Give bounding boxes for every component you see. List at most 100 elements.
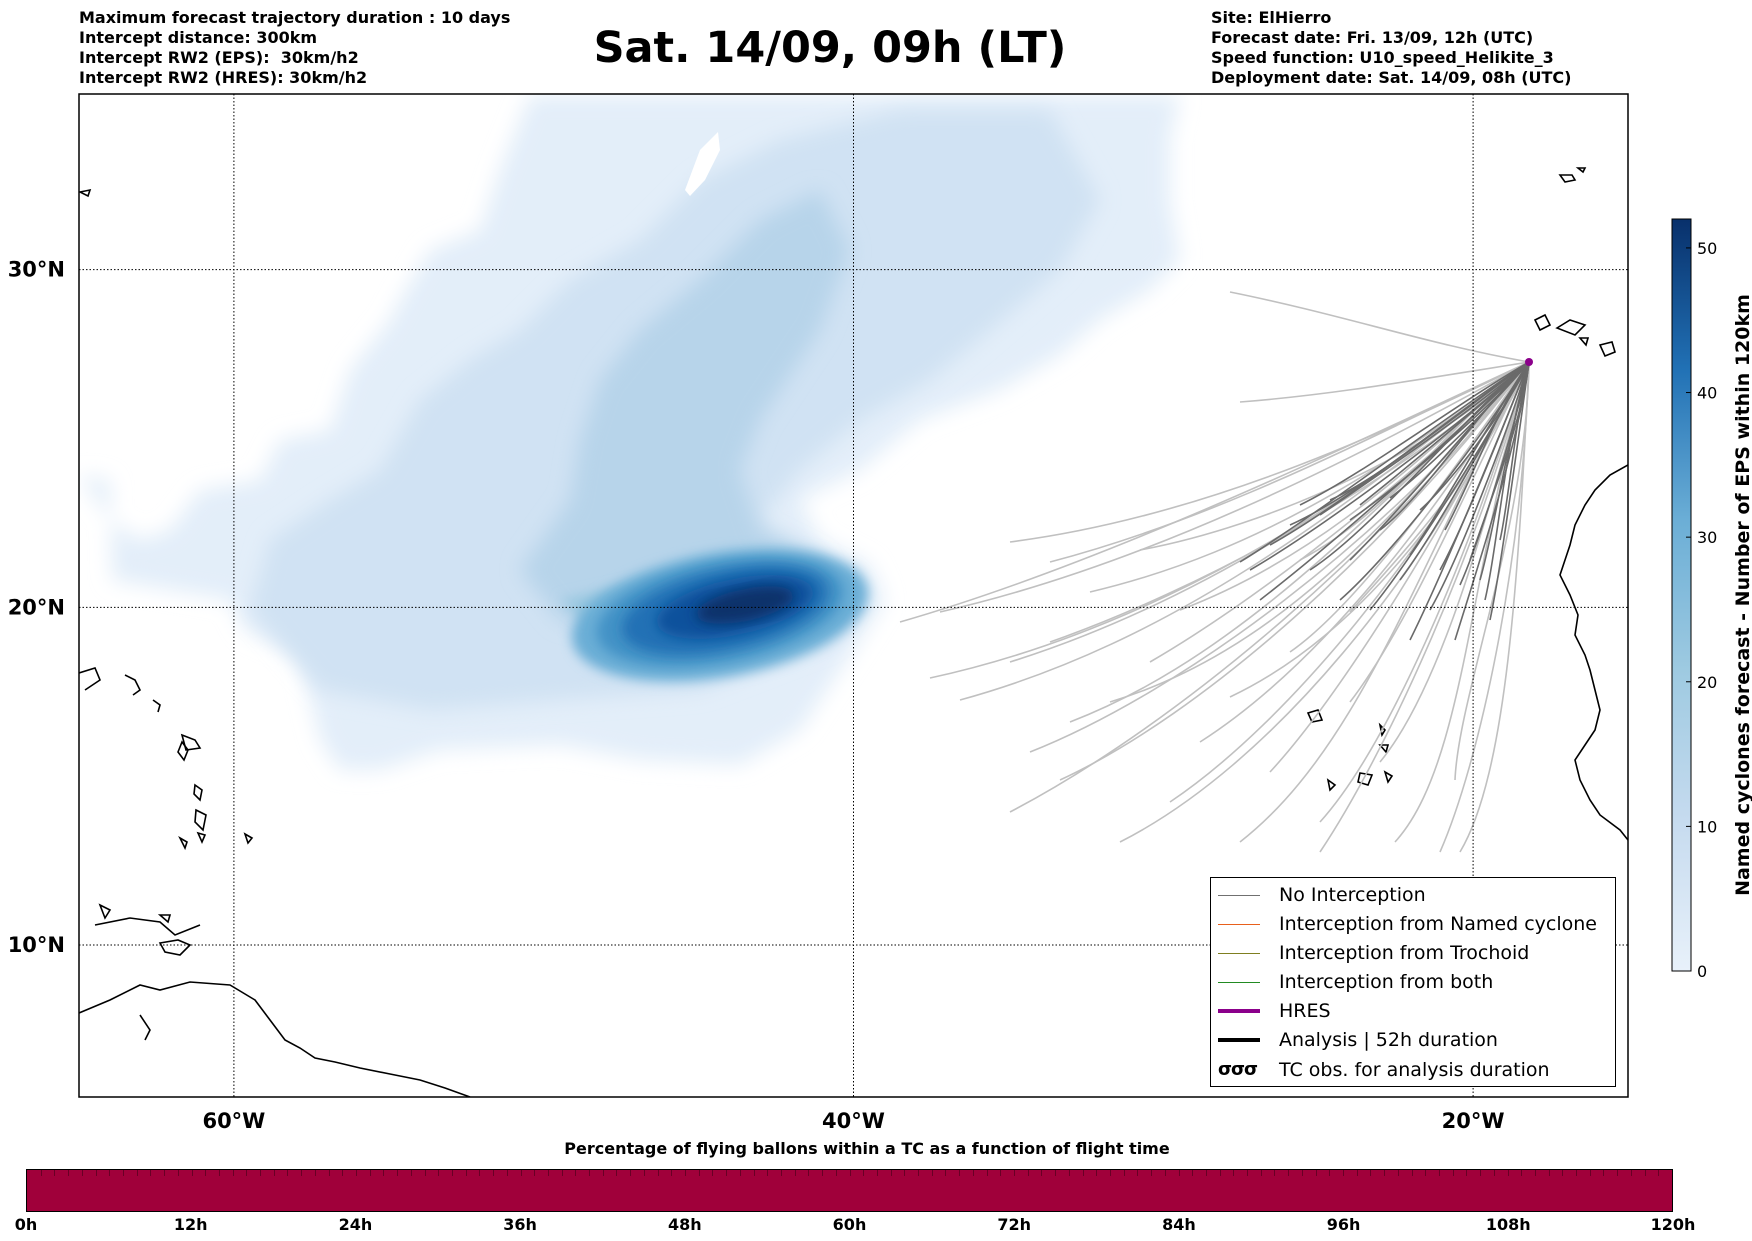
percentage-bar-segment bbox=[356, 1170, 357, 1176]
percentage-bar-segment bbox=[1329, 1170, 1331, 1176]
percentage-bar-segment bbox=[1164, 1170, 1166, 1176]
trajectory-line bbox=[1409, 361, 1530, 641]
lesser-antilles-4 bbox=[196, 831, 207, 844]
percentage-bar-tick-label: 60h bbox=[832, 1215, 867, 1234]
percentage-bar-segment bbox=[342, 1170, 344, 1176]
lat-tick-label: 10°N bbox=[8, 933, 65, 957]
colorbar: 0 10 20 30 40 50 Named cyclones forecast - Nu… bbox=[1671, 218, 1752, 981]
percentage-bar-segment bbox=[671, 1170, 673, 1176]
percentage-bar-segment bbox=[465, 1170, 467, 1176]
legend-label: Analysis | 52h duration bbox=[1279, 1029, 1498, 1051]
forecast-map[interactable]: 30°N 20°N 10°N 60°W 40°W 20°W 0 10 20 30 40 50 Nam… bbox=[0, 0, 1752, 1130]
trajectory-line bbox=[1289, 361, 1530, 653]
legend-swatch bbox=[1218, 1009, 1260, 1013]
percentage-bar-segment bbox=[712, 1170, 714, 1176]
percentage-bar-segment bbox=[1397, 1170, 1399, 1176]
colorbar-gradient bbox=[1671, 218, 1692, 972]
small-isle bbox=[243, 832, 254, 845]
percentage-bar-segment bbox=[602, 1170, 604, 1176]
density-l3 bbox=[520, 190, 850, 640]
percentage-bar-segment bbox=[575, 1170, 577, 1176]
percentage-bar-segment bbox=[918, 1170, 920, 1176]
legend-item: Interception from Named cyclone bbox=[1211, 911, 1597, 937]
percentage-bar-segment bbox=[1617, 1170, 1619, 1176]
percentage-bar-segment bbox=[1288, 1170, 1290, 1176]
trajectory-line bbox=[1139, 361, 1530, 551]
percentage-bar-segment bbox=[780, 1170, 782, 1176]
percentage-bar-segment bbox=[1192, 1170, 1194, 1176]
percentage-bar-segment bbox=[1466, 1170, 1468, 1176]
legend: No Interception Interception from Named … bbox=[1210, 877, 1616, 1087]
trajectory-line bbox=[1259, 361, 1530, 601]
percentage-bar-tick-label: 0h bbox=[14, 1215, 38, 1234]
percentage-bar-segment bbox=[150, 1170, 152, 1176]
percentage-bar-segment bbox=[1247, 1170, 1249, 1176]
percentage-bar-segment bbox=[424, 1170, 426, 1176]
legend-label: Interception from Named cyclone bbox=[1279, 913, 1597, 935]
trajectory-line bbox=[1499, 361, 1530, 541]
percentage-bar-tick-label: 120h bbox=[1650, 1215, 1696, 1234]
percentage-bar-segment bbox=[931, 1170, 933, 1176]
percentage-bar-segment bbox=[314, 1170, 316, 1176]
lat-tick-label: 30°N bbox=[8, 258, 65, 282]
percentage-bar-segment bbox=[506, 1170, 508, 1176]
density-core-5 bbox=[695, 586, 795, 624]
cape-verde-f bbox=[1383, 770, 1394, 784]
percentage-bar-segment bbox=[547, 1170, 549, 1176]
cape-verde-d bbox=[1326, 778, 1337, 792]
deployment-site-marker[interactable] bbox=[1525, 358, 1533, 366]
trajectory-line bbox=[1454, 361, 1530, 641]
madeira-2 bbox=[1575, 167, 1587, 174]
legend-item: σσσ TC obs. for analysis duration bbox=[1211, 1057, 1550, 1083]
percentage-bar-segment bbox=[1576, 1170, 1578, 1176]
percentage-bar-segment bbox=[1589, 1170, 1591, 1176]
legend-symbol: σσσ bbox=[1218, 1059, 1258, 1080]
header-left-line: Intercept RW2 (HRES): 30km/h2 bbox=[79, 68, 368, 87]
legend-item: Interception from Trochoid bbox=[1211, 940, 1529, 966]
percentage-bar-segment bbox=[1315, 1170, 1317, 1176]
trajectory-line bbox=[1429, 361, 1530, 611]
legend-swatch bbox=[1218, 923, 1260, 925]
percentage-bar-segment bbox=[328, 1170, 330, 1176]
trajectory-line bbox=[1229, 291, 1530, 363]
percentage-bar-segment bbox=[1343, 1170, 1344, 1176]
south-america-coast bbox=[79, 981, 471, 1097]
percentage-bar-segment bbox=[1274, 1170, 1276, 1176]
africa-coast bbox=[1559, 464, 1628, 841]
trajectory-line bbox=[1009, 361, 1530, 663]
percentage-bar-segment bbox=[397, 1170, 399, 1176]
legend-item: Analysis | 52h duration bbox=[1211, 1027, 1498, 1053]
percentage-bar-segment bbox=[698, 1170, 700, 1176]
percentage-bar-segment bbox=[822, 1170, 824, 1176]
percentage-bar-segment bbox=[657, 1170, 659, 1176]
percentage-bar-segment bbox=[1260, 1170, 1262, 1176]
lat-tick-label: 20°N bbox=[8, 595, 65, 619]
percentage-bar-tick-label: 84h bbox=[1162, 1215, 1196, 1234]
percentage-bar-segment bbox=[685, 1170, 686, 1176]
percentage-bar-segment bbox=[122, 1170, 124, 1176]
percentage-bar-segment bbox=[1027, 1170, 1029, 1176]
canary-4 bbox=[1578, 337, 1590, 347]
percentage-bar-segment bbox=[794, 1170, 796, 1176]
percentage-bar-segment bbox=[136, 1170, 138, 1176]
percentage-bar-segment bbox=[1658, 1170, 1660, 1176]
guyana-coast bbox=[139, 1014, 151, 1041]
canary-3 bbox=[1598, 341, 1616, 358]
trajectory-line bbox=[1349, 361, 1530, 561]
legend-label: HRES bbox=[1279, 1000, 1331, 1022]
guadeloupe bbox=[180, 733, 202, 751]
percentage-bar-segment bbox=[808, 1170, 810, 1176]
trajectory-line bbox=[1319, 361, 1530, 853]
trajectory-line bbox=[899, 361, 1530, 623]
legend-swatch bbox=[1218, 952, 1260, 954]
percentage-bar-segment bbox=[301, 1170, 303, 1176]
lesser-antilles-2 bbox=[193, 783, 203, 802]
trajectory-line bbox=[1369, 361, 1530, 611]
header-right: Site: ElHierro Forecast date: Fri. 13/09… bbox=[1211, 8, 1571, 88]
percentage-bar-segment bbox=[287, 1170, 289, 1176]
trajectory-line bbox=[1249, 361, 1530, 571]
percentage-bar-segment bbox=[493, 1170, 495, 1176]
percentage-bar-segment bbox=[191, 1170, 193, 1176]
percentage-bar-tick-label: 108h bbox=[1485, 1215, 1531, 1234]
percentage-bar-segment bbox=[1521, 1170, 1523, 1176]
